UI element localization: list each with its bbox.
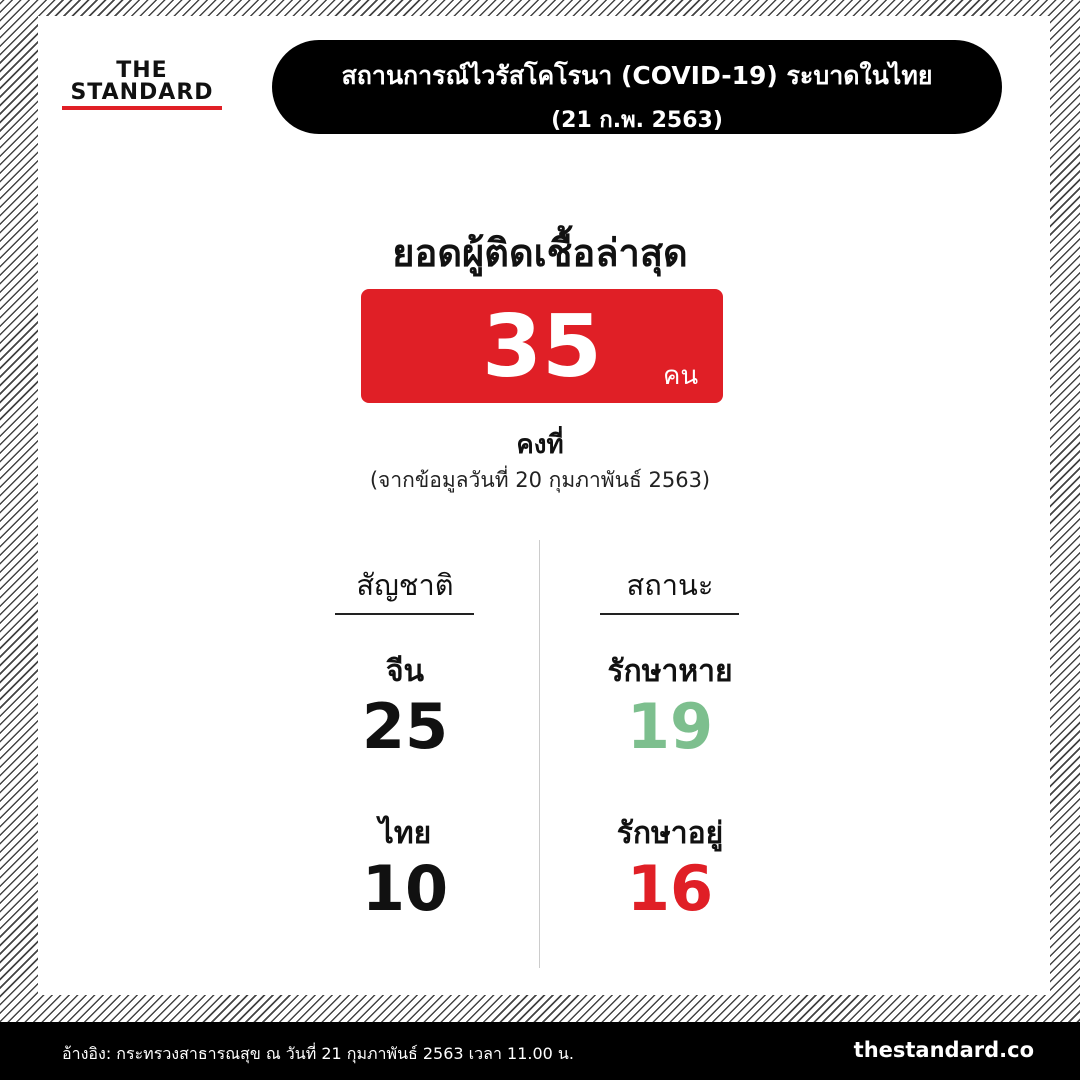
logo-line: THE xyxy=(116,58,168,83)
footer-source: อ้างอิง: กระทรวงสาธารณสุข ณ วันที่ 21 กุ… xyxy=(62,1044,574,1063)
note: (จากข้อมูลวันที่ 20 กุมภาพันธ์ 2563) xyxy=(369,468,711,492)
status: คงที่ xyxy=(516,430,564,460)
column-heading: สัญชาติ xyxy=(356,568,454,602)
total-value: 35 xyxy=(482,297,602,397)
logo: THE STANDARD xyxy=(62,60,222,110)
total-box: 35 คน xyxy=(361,289,723,403)
item-value: 19 xyxy=(626,690,714,763)
column-heading: สถานะ xyxy=(626,568,714,602)
total-unit: คน xyxy=(663,361,699,391)
item-label: รักษาอยู่ xyxy=(616,816,724,851)
item-value: 10 xyxy=(361,852,449,925)
column-underline xyxy=(335,613,474,615)
logo-bar xyxy=(62,106,222,110)
header-subtitle: (21 ก.พ. 2563) xyxy=(551,108,723,133)
footer-site: thestandard.co xyxy=(853,1038,1034,1062)
header-title: สถานการณ์ไวรัสโคโรนา (COVID-19) ระบาดในไ… xyxy=(341,61,933,90)
item-label: จีน xyxy=(385,654,425,689)
total-heading: ยอดผู้ติดเชื้อล่าสุด xyxy=(392,231,688,275)
divider xyxy=(539,540,540,968)
item-value: 16 xyxy=(626,852,714,925)
header: สถานการณ์ไวรัสโคโรนา (COVID-19) ระบาดในไ… xyxy=(272,40,1002,134)
logo-line: STANDARD xyxy=(70,80,214,105)
item-label: ไทย xyxy=(378,816,432,851)
column-underline xyxy=(600,613,739,615)
item-label: รักษาหาย xyxy=(607,654,733,689)
item-value: 25 xyxy=(361,690,449,763)
footer: อ้างอิง: กระทรวงสาธารณสุข ณ วันที่ 21 กุ… xyxy=(0,1022,1080,1080)
panel xyxy=(38,16,1050,995)
